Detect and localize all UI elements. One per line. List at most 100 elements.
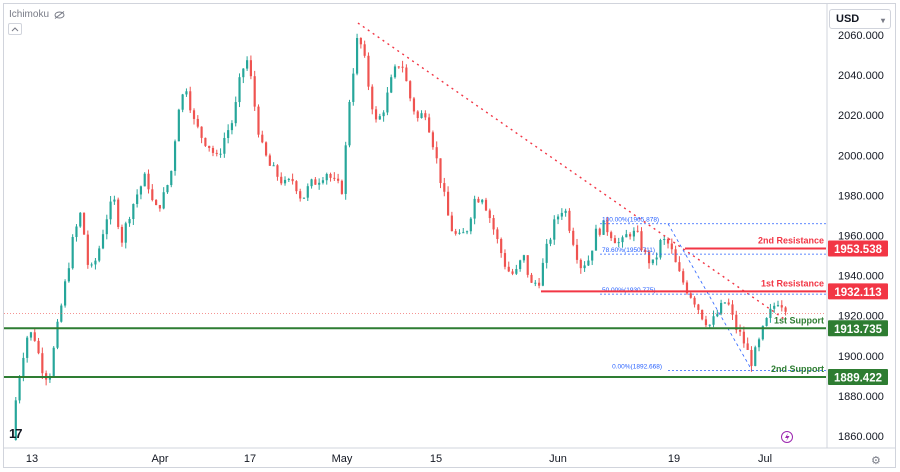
candle-body xyxy=(519,260,522,270)
candle-body xyxy=(742,331,745,344)
candle-body xyxy=(496,229,499,240)
x-tick-label: 19 xyxy=(668,453,680,465)
candle-body xyxy=(591,250,594,261)
fib-level-label: 0.00%(1892.668) xyxy=(612,363,662,370)
candle-body xyxy=(333,177,336,179)
resistance-price-value: 1953.538 xyxy=(834,244,883,256)
candle-body xyxy=(386,92,389,113)
candle-body xyxy=(113,199,116,202)
candle-body xyxy=(299,191,302,199)
candle-body xyxy=(147,173,150,190)
candle-body xyxy=(738,329,742,332)
candle-body xyxy=(173,141,177,171)
candle-body xyxy=(632,230,635,237)
candle-body xyxy=(572,230,575,245)
candle-body xyxy=(575,244,579,260)
candle-body xyxy=(526,255,529,275)
fib-diagonal xyxy=(667,223,753,371)
candle-body xyxy=(63,281,67,306)
candle-body xyxy=(14,400,17,440)
candle-body xyxy=(374,109,378,120)
candle-body xyxy=(503,253,507,267)
candle-body xyxy=(507,266,510,272)
candle-body xyxy=(522,255,526,261)
candle-body xyxy=(94,260,97,265)
candle-body xyxy=(124,223,127,243)
chart-frame xyxy=(3,3,896,468)
candle-body xyxy=(697,304,700,310)
candle-body xyxy=(128,219,131,224)
lightning-icon xyxy=(781,431,793,443)
candle-body xyxy=(204,137,207,146)
candle-body xyxy=(170,170,173,186)
candle-body xyxy=(412,98,416,112)
candle-body xyxy=(120,226,124,243)
candle-body xyxy=(90,264,93,266)
candle-body xyxy=(446,191,450,216)
candle-body xyxy=(401,66,404,68)
support-price-value: 1913.735 xyxy=(834,324,883,336)
candle-body xyxy=(117,199,120,227)
candle-body xyxy=(746,343,749,350)
y-tick-label: 1960.000 xyxy=(838,231,884,243)
candle-body xyxy=(318,182,321,185)
candle-body xyxy=(568,210,571,231)
candle-body xyxy=(340,180,344,194)
candle-body xyxy=(685,282,689,294)
candle-body xyxy=(454,231,457,234)
candle-body xyxy=(352,73,355,102)
candle-body xyxy=(302,197,306,199)
candle-body xyxy=(219,153,222,155)
indicator-legend[interactable]: Ichimoku xyxy=(9,9,65,20)
candle-body xyxy=(431,132,435,148)
candle-body xyxy=(151,189,154,201)
y-tick-label: 1940.000 xyxy=(838,271,884,283)
candle-body xyxy=(200,126,203,138)
eye-crossed-icon[interactable] xyxy=(54,10,65,19)
candle-body xyxy=(306,186,309,198)
tradingview-logo-icon[interactable]: 17 xyxy=(9,426,23,441)
candle-body xyxy=(473,198,476,219)
candle-body xyxy=(541,262,544,286)
candle-body xyxy=(155,200,158,206)
candle-body xyxy=(71,237,74,269)
candle-body xyxy=(629,234,632,237)
chevron-up-icon xyxy=(11,26,19,31)
candle-body xyxy=(132,203,135,220)
candle-body xyxy=(640,231,643,251)
candle-body xyxy=(344,145,347,194)
candle-body xyxy=(367,55,370,87)
candle-body xyxy=(136,194,139,204)
candle-body xyxy=(439,158,442,184)
collapse-legend-button[interactable] xyxy=(8,23,22,35)
candle-body xyxy=(754,347,757,366)
candle-body xyxy=(22,357,25,378)
candle-body xyxy=(230,123,234,131)
candle-body xyxy=(41,353,44,374)
x-tick-label: 17 xyxy=(244,453,256,465)
candle-body xyxy=(280,176,283,184)
y-tick-label: 1860.000 xyxy=(838,431,884,443)
candle-body xyxy=(181,94,184,110)
candle-body xyxy=(162,192,165,209)
gear-icon[interactable]: ⚙ xyxy=(871,455,881,467)
candle-body xyxy=(261,134,264,143)
candle-body xyxy=(98,248,101,261)
y-tick-label: 1900.000 xyxy=(838,351,884,363)
candle-body xyxy=(382,112,385,117)
x-tick-label: 13 xyxy=(26,453,38,465)
candle-body xyxy=(397,66,400,68)
candle-body xyxy=(310,179,313,187)
candle-body xyxy=(465,231,469,233)
candle-body xyxy=(223,137,226,154)
candle-body xyxy=(75,226,78,238)
candle-body xyxy=(101,234,105,249)
candle-body xyxy=(26,337,29,358)
candle-body xyxy=(545,243,548,263)
currency-select[interactable]: USD ▾ xyxy=(829,9,891,29)
candle-body xyxy=(139,186,143,195)
candle-body xyxy=(689,293,692,298)
candle-body xyxy=(462,232,465,234)
candle-body xyxy=(644,250,647,252)
